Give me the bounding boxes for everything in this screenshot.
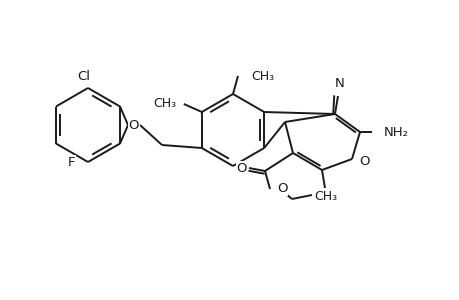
Text: O: O bbox=[358, 154, 369, 167]
Text: N: N bbox=[335, 76, 344, 89]
Text: F: F bbox=[68, 155, 76, 169]
Text: Cl: Cl bbox=[77, 70, 90, 83]
Text: CH₃: CH₃ bbox=[153, 97, 176, 110]
Text: CH₃: CH₃ bbox=[314, 190, 337, 202]
Text: O: O bbox=[129, 118, 139, 131]
Text: O: O bbox=[276, 182, 287, 196]
Text: CH₃: CH₃ bbox=[251, 70, 274, 83]
Text: NH₂: NH₂ bbox=[383, 125, 408, 139]
Text: O: O bbox=[236, 161, 247, 175]
